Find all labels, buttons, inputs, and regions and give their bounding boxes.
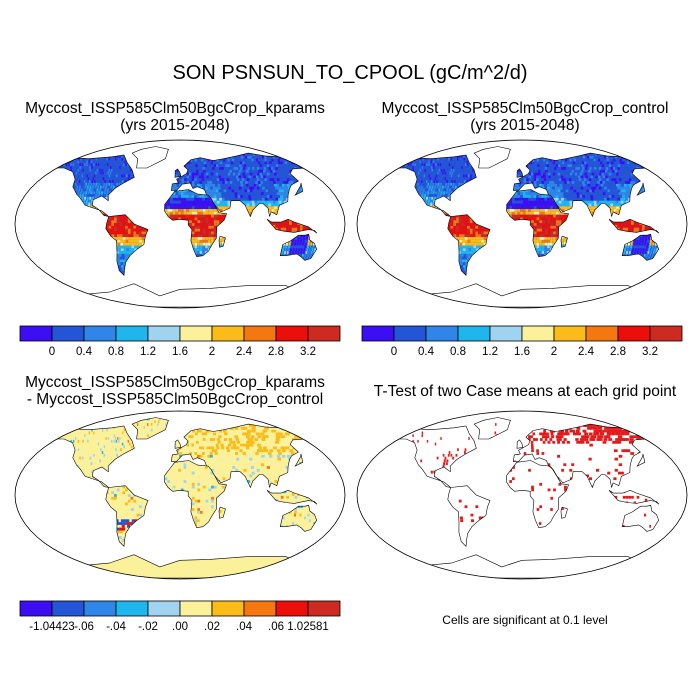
colorbar-tick-label: .06 — [268, 621, 284, 633]
colorbar-swatch — [649, 325, 683, 342]
colorbar-tick-label: 1.2 — [140, 346, 156, 358]
colorbar-tick-label: 2.4 — [578, 346, 595, 358]
colorbar-swatch — [617, 325, 651, 342]
colorbar-tick-label: 1.02581 — [287, 621, 329, 633]
colorbar-tick-label: 0.4 — [418, 346, 435, 358]
colorbar-tick-label: 2.4 — [236, 346, 253, 358]
colorbar-swatch — [211, 325, 245, 342]
land-australia — [280, 505, 317, 532]
colorbar-tick-label: 2.8 — [268, 346, 284, 358]
panel-subtitle-kparams-years: (yrs 2015-2048) — [120, 117, 230, 134]
colorbar-swatch — [147, 325, 181, 342]
land-indonesia — [267, 490, 317, 505]
colorbar-swatch — [585, 325, 619, 342]
map-ttest-significance — [356, 410, 688, 580]
colorbar-swatch — [307, 325, 341, 342]
colorbar-swatch — [83, 325, 117, 342]
colorbar-tick-label: .04 — [236, 621, 253, 633]
significance-note: Cells are significant at 0.1 level — [442, 613, 608, 627]
colorbar-tick-label: -.06 — [74, 621, 94, 633]
colorbar-swatch — [425, 325, 459, 342]
colorbar-tick-label: -.02 — [138, 621, 158, 633]
colorbar-tick-label: .00 — [172, 621, 188, 633]
colorbar-tick-label: 0.8 — [108, 346, 124, 358]
land-africa — [164, 460, 227, 528]
land-australia — [280, 234, 317, 261]
colorbar-swatch — [489, 325, 523, 342]
colorbar-tick-label: 0 — [391, 346, 397, 358]
panel-title-control: Myccost_ISSP585Clm50BgcCrop_control — [381, 100, 669, 117]
colorbar-swatch — [243, 600, 277, 617]
colorbar-tick-label: -.04 — [106, 621, 126, 633]
colorbar-swatch — [147, 600, 181, 617]
colorbar-swatch — [51, 600, 85, 617]
colorbar-swatch — [83, 600, 117, 617]
colorbar-tick-label: 1.2 — [482, 346, 498, 358]
colorbar-swatch — [457, 325, 491, 342]
colorbar-swatch — [243, 325, 277, 342]
colorbar-swatch — [521, 325, 555, 342]
colorbar-tick-label: 3.2 — [642, 346, 658, 358]
colorbar-tick-label: .02 — [204, 621, 220, 633]
panel-title-ttest: T-Test of two Case means at each grid po… — [373, 383, 677, 400]
colorbar-tick-label: 3.2 — [300, 346, 316, 358]
colorbar-swatch — [393, 325, 427, 342]
map-difference — [14, 410, 346, 580]
colorbar-swatch — [211, 600, 245, 617]
colorbar-swatch — [115, 325, 149, 342]
colorbar-swatch — [307, 600, 341, 617]
colorbar-swatch — [115, 600, 149, 617]
land-eurasia — [171, 424, 319, 488]
colorbar-tick-label: 2.8 — [610, 346, 626, 358]
figure-title: SON PSNSUN_TO_CPOOL (gC/m^2/d) — [172, 62, 528, 84]
colorbar-swatch — [361, 325, 395, 342]
land-uk — [175, 439, 181, 449]
colorbar-absolute-control: 0 0.4 0.8 1.2 1.6 2 2.4 2.8 3.2 — [361, 325, 683, 358]
colorbar-difference: -1.04423 -.06 -.04 -.02 .00 .02 .04 .06 1.02581 — [19, 600, 341, 633]
colorbar-tick-label: 2 — [551, 346, 557, 358]
colorbar-swatch — [179, 325, 213, 342]
map-kparams — [14, 139, 346, 309]
colorbar-tick-label: 1.6 — [172, 346, 188, 358]
panel-subtitle-control-years: (yrs 2015-2048) — [470, 117, 580, 134]
colorbar-swatch — [19, 325, 53, 342]
panel-subtitle-difference: - Myccost_ISSP585Clm50BgcCrop_control — [26, 391, 324, 408]
colorbar-swatch — [179, 600, 213, 617]
panel-title-difference: Myccost_ISSP585Clm50BgcCrop_kparams — [25, 374, 325, 391]
land-madagascar — [219, 507, 226, 519]
colorbar-tick-label: 0.8 — [450, 346, 466, 358]
colorbar-tick-label: 0 — [49, 346, 55, 358]
colorbar-swatch — [275, 600, 309, 617]
colorbar-tick-label: 1.6 — [514, 346, 530, 358]
colorbar-tick-label: -1.04423 — [29, 621, 74, 633]
land-australia — [622, 234, 659, 261]
colorbar-swatch — [553, 325, 587, 342]
map-control — [356, 139, 688, 309]
land-southAmerica — [105, 485, 148, 547]
colorbar-swatch — [19, 600, 53, 617]
colorbar-swatch — [51, 325, 85, 342]
panel-title-kparams: Myccost_ISSP585Clm50BgcCrop_kparams — [25, 100, 325, 117]
colorbar-tick-label: 2 — [209, 346, 215, 358]
colorbar-tick-label: 0.4 — [76, 346, 93, 358]
colorbar-absolute-kparams: 0 0.4 0.8 1.2 1.6 2 2.4 2.8 3.2 — [19, 325, 341, 358]
colorbar-swatch — [275, 325, 309, 342]
